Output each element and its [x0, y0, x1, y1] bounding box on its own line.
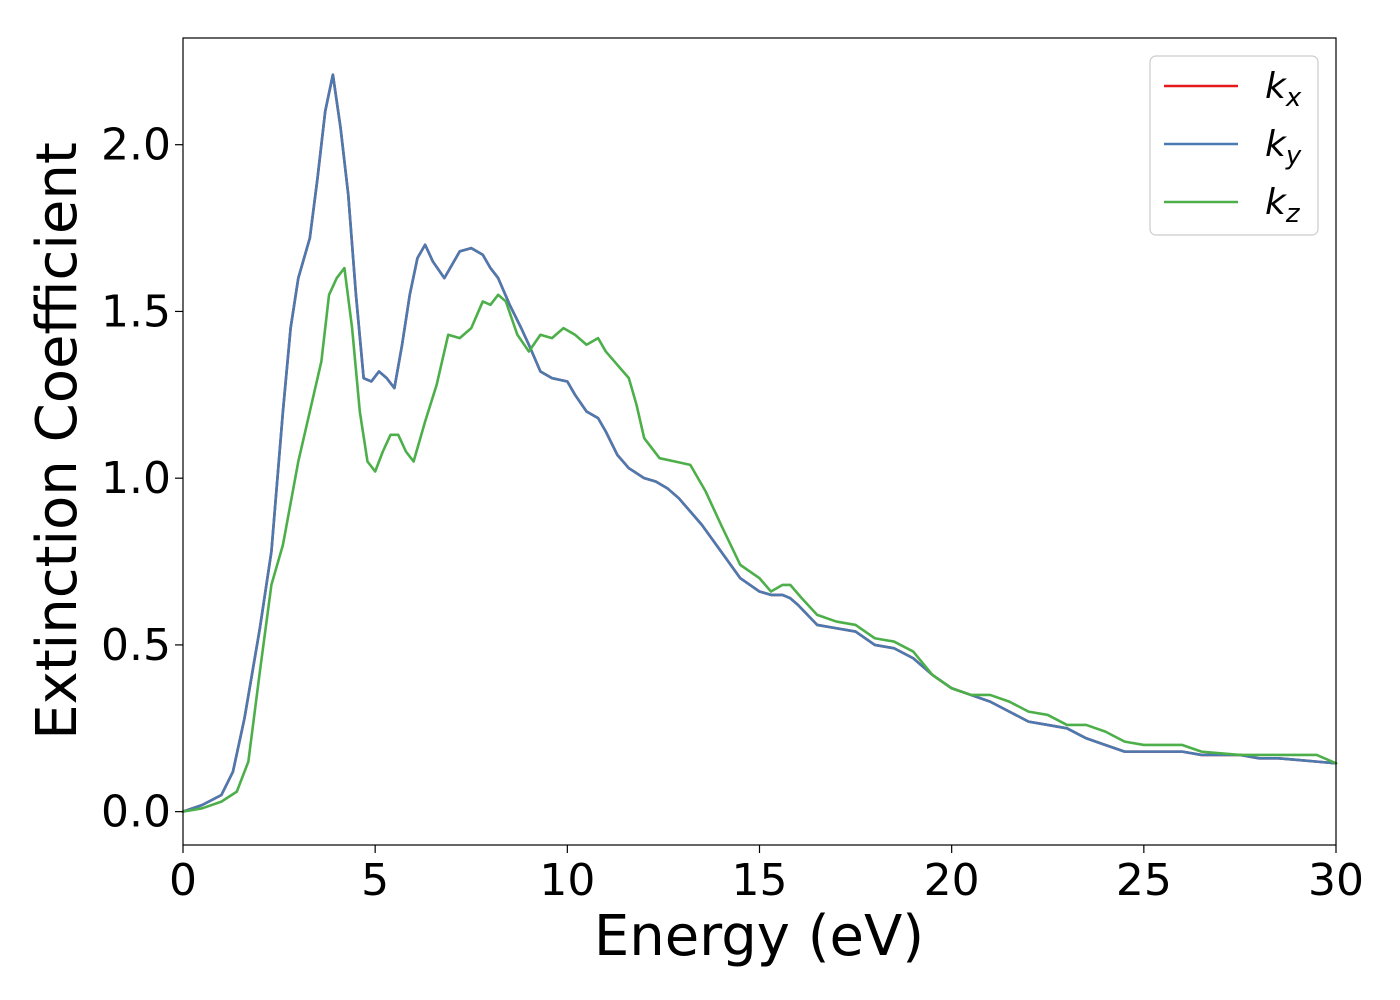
- series-layer: [181, 73, 1338, 813]
- x-axis-label: Energy (eV): [594, 904, 924, 969]
- series-line-y: [181, 73, 1338, 813]
- y-tick-label: 2.0: [101, 120, 171, 171]
- x-tick-label: 30: [1308, 855, 1364, 906]
- x-tick-label: 20: [924, 855, 980, 906]
- y-tick-label: 0.5: [101, 620, 171, 671]
- y-tick-label: 0.0: [101, 787, 171, 838]
- y-tick-label: 1.0: [101, 453, 171, 504]
- legend-frame: [1149, 55, 1319, 236]
- x-axis: 0 5 10 15 20 25 30: [169, 845, 1364, 906]
- y-tick-label: 1.5: [101, 286, 171, 337]
- y-axis: 0.0 0.5 1.0 1.5 2.0: [101, 120, 183, 838]
- series-line-z: [181, 266, 1338, 813]
- legend-label-y: ky: [1265, 124, 1302, 171]
- x-tick-label: 25: [1116, 855, 1172, 906]
- legend-label-z: kz: [1265, 182, 1301, 229]
- x-tick-label: 5: [361, 855, 389, 906]
- plot-area-background: [183, 38, 1336, 845]
- y-axis-label: Extinction Coefficient: [25, 142, 90, 740]
- legend: kx ky kz: [1149, 55, 1319, 236]
- legend-label-x: kx: [1265, 66, 1302, 113]
- x-tick-label: 10: [539, 855, 595, 906]
- x-tick-label: 0: [169, 855, 197, 906]
- x-tick-label: 15: [732, 855, 788, 906]
